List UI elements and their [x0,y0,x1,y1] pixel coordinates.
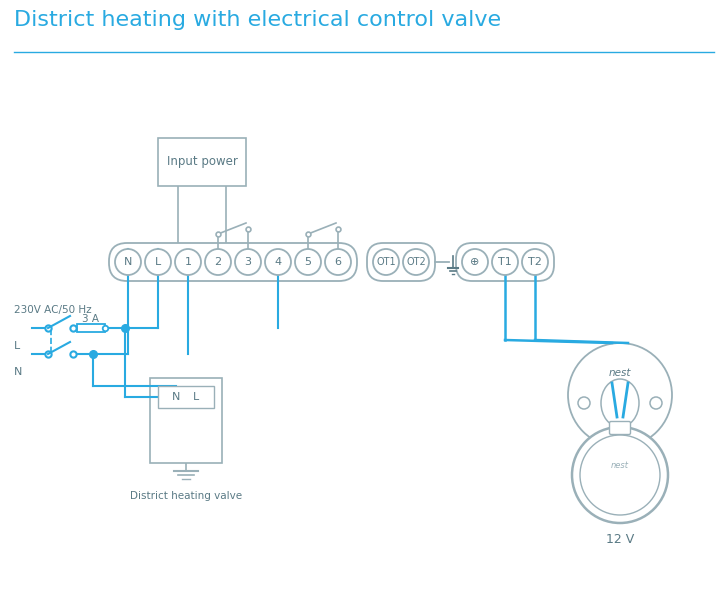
Circle shape [205,249,231,275]
Circle shape [572,427,668,523]
FancyBboxPatch shape [158,386,214,408]
Text: OT1: OT1 [376,257,396,267]
Text: L: L [14,341,20,351]
FancyBboxPatch shape [456,243,554,281]
Text: N: N [14,367,23,377]
Text: 1: 1 [184,257,191,267]
Circle shape [373,249,399,275]
Circle shape [492,249,518,275]
Text: District heating valve: District heating valve [130,491,242,501]
Text: nest: nest [609,368,631,378]
Text: T2: T2 [528,257,542,267]
Text: T1: T1 [498,257,512,267]
Circle shape [403,249,429,275]
Text: L: L [192,392,199,402]
Text: ⊕: ⊕ [470,257,480,267]
Circle shape [115,249,141,275]
Text: L: L [155,257,161,267]
Circle shape [265,249,291,275]
FancyBboxPatch shape [609,422,630,434]
Circle shape [568,343,672,447]
FancyBboxPatch shape [367,243,435,281]
Text: 230V AC/50 Hz: 230V AC/50 Hz [14,305,92,315]
Circle shape [522,249,548,275]
Text: 4: 4 [274,257,282,267]
Circle shape [295,249,321,275]
Ellipse shape [601,379,639,427]
Circle shape [145,249,171,275]
Circle shape [580,435,660,515]
FancyBboxPatch shape [150,378,222,463]
Text: nest: nest [611,460,629,469]
FancyBboxPatch shape [109,243,357,281]
Circle shape [175,249,201,275]
FancyBboxPatch shape [77,324,105,332]
Text: 12 V: 12 V [606,533,634,546]
Text: 3: 3 [245,257,251,267]
Circle shape [462,249,488,275]
Text: 3 A: 3 A [82,314,100,324]
Text: OT2: OT2 [406,257,426,267]
Circle shape [650,397,662,409]
Circle shape [235,249,261,275]
Text: N: N [124,257,132,267]
FancyBboxPatch shape [158,138,246,186]
Text: N: N [173,392,181,402]
Circle shape [578,397,590,409]
Text: 2: 2 [215,257,221,267]
Text: 5: 5 [304,257,312,267]
Circle shape [325,249,351,275]
Text: District heating with electrical control valve: District heating with electrical control… [14,10,501,30]
Text: Input power: Input power [167,156,237,169]
Text: 6: 6 [334,257,341,267]
